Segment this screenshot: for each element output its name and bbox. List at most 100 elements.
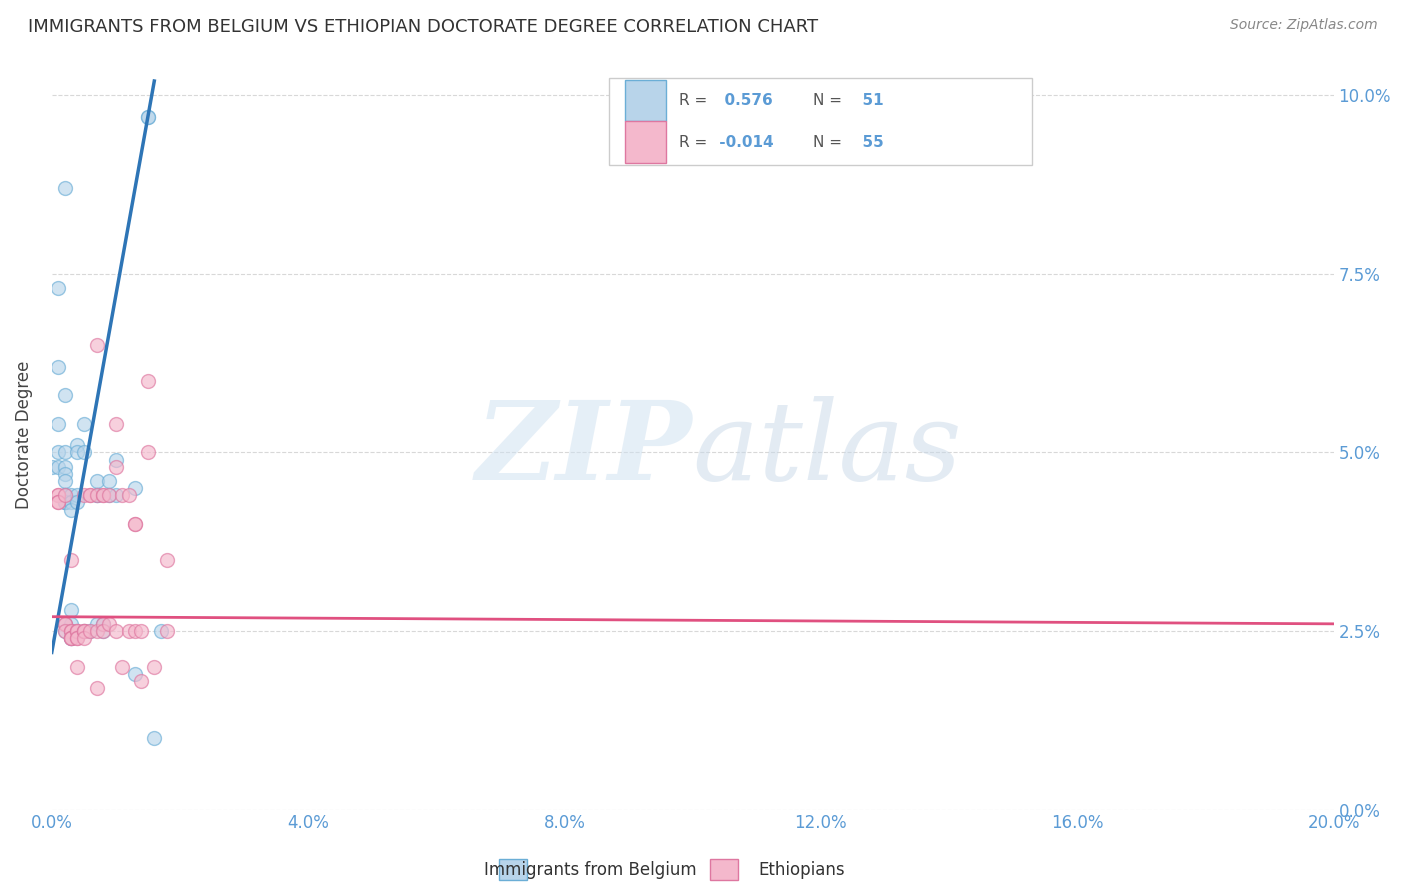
Point xyxy=(66,624,89,638)
Point xyxy=(46,359,69,374)
Point xyxy=(118,624,141,638)
Point xyxy=(136,110,159,124)
Point xyxy=(53,445,76,459)
Point xyxy=(86,681,108,695)
Point xyxy=(53,488,76,502)
Point xyxy=(66,631,89,645)
Point xyxy=(91,624,114,638)
Point xyxy=(53,388,76,402)
FancyBboxPatch shape xyxy=(624,121,666,162)
Point xyxy=(59,602,82,616)
Point xyxy=(73,631,96,645)
Point xyxy=(86,616,108,631)
Text: Immigrants from Belgium: Immigrants from Belgium xyxy=(484,861,697,879)
FancyBboxPatch shape xyxy=(609,78,1032,165)
Point xyxy=(46,281,69,295)
Text: Source: ZipAtlas.com: Source: ZipAtlas.com xyxy=(1230,18,1378,32)
Point xyxy=(86,338,108,352)
Point xyxy=(53,616,76,631)
Point xyxy=(86,488,108,502)
Text: atlas: atlas xyxy=(693,396,962,503)
Point xyxy=(66,659,89,673)
Point xyxy=(98,474,121,488)
Point xyxy=(73,488,96,502)
Point xyxy=(86,488,108,502)
Point xyxy=(136,374,159,388)
Text: ZIP: ZIP xyxy=(477,396,693,503)
Point xyxy=(118,488,141,502)
Point xyxy=(53,616,76,631)
Point xyxy=(91,616,114,631)
Text: IMMIGRANTS FROM BELGIUM VS ETHIOPIAN DOCTORATE DEGREE CORRELATION CHART: IMMIGRANTS FROM BELGIUM VS ETHIOPIAN DOC… xyxy=(28,18,818,36)
Point xyxy=(53,616,76,631)
Point xyxy=(91,488,114,502)
Point xyxy=(73,445,96,459)
Point xyxy=(73,417,96,431)
Point xyxy=(131,673,153,688)
Bar xyxy=(499,859,527,880)
Point xyxy=(59,631,82,645)
Point xyxy=(73,624,96,638)
Point xyxy=(124,481,146,495)
Point xyxy=(53,181,76,195)
Point xyxy=(53,495,76,509)
Point xyxy=(46,495,69,509)
Point xyxy=(143,659,166,673)
Point xyxy=(136,110,159,124)
Point xyxy=(59,616,82,631)
Text: -0.014: -0.014 xyxy=(714,135,775,150)
Point xyxy=(46,495,69,509)
Point xyxy=(46,488,69,502)
Point xyxy=(91,616,114,631)
Point xyxy=(53,495,76,509)
Point xyxy=(143,731,166,745)
Point xyxy=(53,495,76,509)
Point xyxy=(104,417,127,431)
Point xyxy=(124,516,146,531)
Point xyxy=(131,624,153,638)
Text: Ethiopians: Ethiopians xyxy=(758,861,845,879)
Point xyxy=(59,624,82,638)
Point xyxy=(124,666,146,681)
Point xyxy=(156,624,179,638)
Point xyxy=(59,631,82,645)
Text: 0.576: 0.576 xyxy=(714,94,773,108)
Point xyxy=(66,624,89,638)
Point xyxy=(66,631,89,645)
Point xyxy=(66,445,89,459)
Text: R =: R = xyxy=(679,135,707,150)
Point xyxy=(59,624,82,638)
Point xyxy=(73,624,96,638)
Point xyxy=(53,624,76,638)
Point xyxy=(46,459,69,474)
Point xyxy=(66,488,89,502)
Text: R =: R = xyxy=(679,94,707,108)
Point xyxy=(53,474,76,488)
Point xyxy=(86,624,108,638)
Point xyxy=(79,624,101,638)
Point xyxy=(79,488,101,502)
Point xyxy=(156,552,179,566)
Point xyxy=(98,616,121,631)
Point xyxy=(59,495,82,509)
Point xyxy=(86,474,108,488)
Y-axis label: Doctorate Degree: Doctorate Degree xyxy=(15,360,32,508)
Point xyxy=(59,624,82,638)
Point xyxy=(79,488,101,502)
Point xyxy=(46,445,69,459)
Point xyxy=(136,445,159,459)
Point xyxy=(104,624,127,638)
Point xyxy=(91,488,114,502)
Point xyxy=(111,488,134,502)
Point xyxy=(53,624,76,638)
Text: N =: N = xyxy=(813,135,842,150)
Point xyxy=(73,624,96,638)
Point xyxy=(46,417,69,431)
FancyBboxPatch shape xyxy=(624,80,666,121)
Point xyxy=(66,624,89,638)
Point xyxy=(46,488,69,502)
Point xyxy=(149,624,172,638)
Point xyxy=(53,459,76,474)
Point xyxy=(53,488,76,502)
Point xyxy=(124,516,146,531)
